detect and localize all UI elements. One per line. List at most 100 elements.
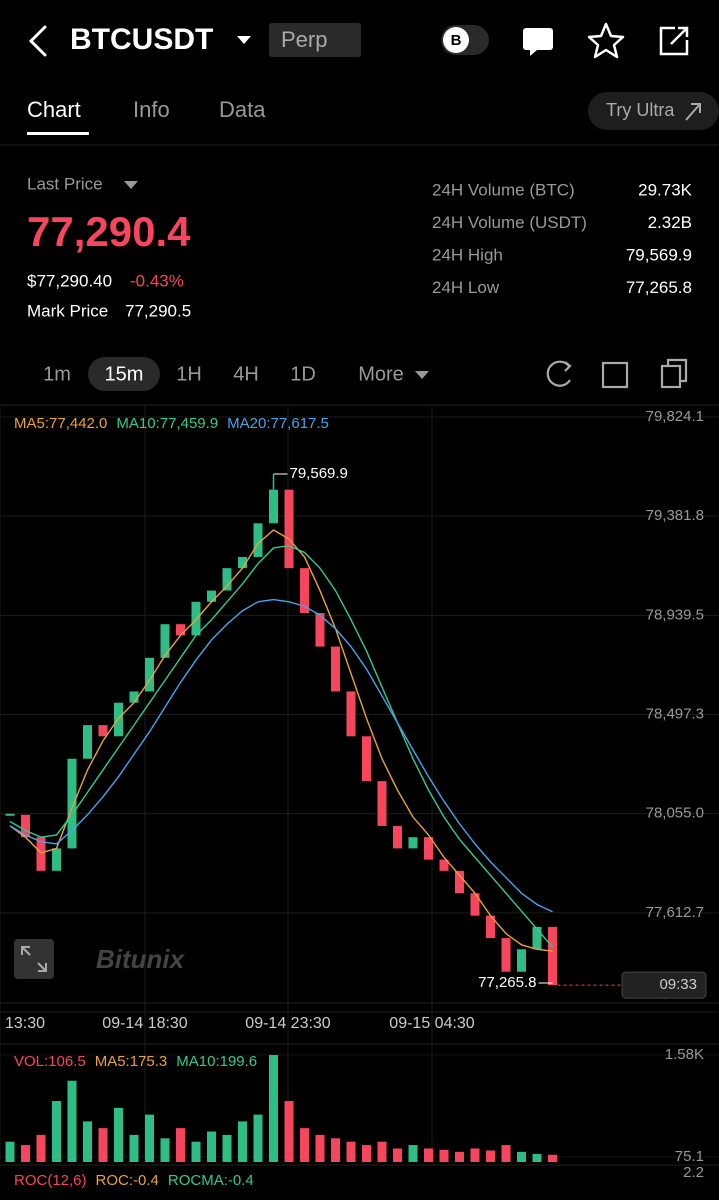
- candle: [160, 624, 170, 658]
- interval[interactable]: 1D: [290, 363, 316, 385]
- candle: [36, 837, 46, 871]
- ma-line: [9, 529, 553, 952]
- volume-bar: [114, 1107, 123, 1162]
- volume-bar: [439, 1149, 449, 1162]
- volume-bar: [455, 1151, 464, 1162]
- candle: [439, 859, 449, 871]
- volume-bar: [129, 1134, 139, 1162]
- symbol-dropdown[interactable]: [237, 36, 251, 44]
- x-tick-label: 09-15 04:30: [389, 1015, 475, 1032]
- market-badge[interactable]: [269, 23, 361, 57]
- candle: [548, 926, 557, 986]
- candle: [517, 949, 526, 972]
- y-tick-label: 78,939.5: [646, 606, 704, 623]
- volume-bar: [176, 1128, 185, 1162]
- roc-tick-label: 2.2: [683, 1164, 704, 1181]
- interval[interactable]: 15m: [105, 363, 144, 385]
- toggle-icon: B: [451, 32, 462, 49]
- interval[interactable]: 1H: [176, 363, 202, 385]
- candle: [5, 813, 15, 816]
- candles: [5, 489, 557, 986]
- countdown: 09:33: [659, 976, 697, 993]
- back-icon[interactable]: [28, 25, 47, 57]
- chat-icon[interactable]: [523, 28, 553, 50]
- stat-label: 24H Volume (USDT): [432, 213, 587, 232]
- last-price-label: Last Price: [27, 174, 103, 193]
- refresh-icon[interactable]: [546, 360, 572, 387]
- y-tick-label: 79,381.8: [646, 507, 704, 524]
- volume-bar: [36, 1134, 46, 1162]
- tab[interactable]: Chart: [27, 97, 81, 122]
- candle: [129, 691, 139, 703]
- interval[interactable]: 4H: [233, 363, 259, 385]
- volume-bar: [145, 1114, 154, 1162]
- last-price: 77,290.4: [27, 208, 191, 255]
- candle: [331, 646, 340, 692]
- tab[interactable]: Data: [219, 97, 266, 122]
- tab[interactable]: Info: [133, 97, 170, 122]
- volume-bar: [207, 1131, 216, 1162]
- legend-entry: MA10:77,459.9: [116, 415, 218, 432]
- volume-tick-label: 1.58K: [665, 1046, 704, 1063]
- stat-value: 77,265.8: [626, 278, 692, 297]
- volume-bar: [191, 1141, 201, 1162]
- price-dropdown[interactable]: [124, 181, 138, 189]
- stats: 24H Volume (BTC) 29.73K 24H Volume (USDT) 2…: [432, 180, 693, 297]
- candle: [346, 691, 356, 737]
- stat-label: 24H Low: [432, 278, 500, 297]
- candle: [238, 556, 247, 569]
- candle: [207, 590, 216, 602]
- candle: [67, 758, 77, 849]
- arrow-icon: [685, 103, 701, 121]
- y-tick-label: 79,824.1: [646, 408, 704, 425]
- volume-bar: [517, 1151, 526, 1162]
- copy-icon[interactable]: [660, 364, 682, 389]
- volume-bar: [408, 1145, 418, 1162]
- volume-bar: [21, 1145, 30, 1162]
- legend-entry: MA5:77,442.0: [14, 415, 107, 432]
- volume-bar: [393, 1148, 402, 1162]
- volume-bar: [238, 1121, 247, 1162]
- roc-legend: ROC:-0.4: [96, 1172, 159, 1189]
- layout-icon[interactable]: [601, 361, 629, 389]
- volume-bar: [424, 1148, 433, 1162]
- usd-price: $77,290.40: [27, 271, 112, 290]
- candle: [455, 870, 464, 894]
- candle: [222, 568, 232, 591]
- share-icon[interactable]: [659, 26, 689, 56]
- fullscreen-button[interactable]: [14, 939, 54, 979]
- interval[interactable]: 1m: [43, 363, 71, 385]
- volume-bar: [300, 1128, 309, 1162]
- volume-bar: [67, 1080, 77, 1162]
- chat-icon-tail: [530, 50, 537, 56]
- candle: [176, 624, 185, 636]
- legend-entry: MA20:77,617.5: [227, 415, 329, 432]
- symbol[interactable]: BTCUSDT: [70, 23, 213, 56]
- volume-bar: [222, 1134, 232, 1162]
- x-tick-label: 13:30: [5, 1015, 45, 1032]
- roc-legend: ROCMA:-0.4: [168, 1172, 254, 1189]
- candle: [362, 736, 371, 782]
- try-ultra-label: Try Ultra: [606, 100, 675, 120]
- roc-legend: ROC(12,6): [14, 1172, 87, 1189]
- star-icon[interactable]: [587, 22, 625, 59]
- high-label: 79,569.9: [290, 465, 348, 482]
- volume-legend: VOL:106.5: [14, 1053, 86, 1070]
- price-change: -0.43%: [130, 271, 184, 290]
- low-label: 77,265.8: [478, 974, 536, 991]
- tab-indicator: [27, 132, 89, 135]
- candle: [269, 489, 278, 524]
- mark-price: 77,290.5: [125, 301, 191, 320]
- y-tick-label: 78,055.0: [646, 805, 704, 822]
- x-tick-label: 09-14 23:30: [245, 1015, 331, 1032]
- stat-value: 79,569.9: [626, 245, 692, 264]
- try-ultra-button[interactable]: [588, 92, 719, 130]
- candle: [145, 657, 154, 692]
- candle: [253, 523, 263, 557]
- volume-bar: [315, 1134, 325, 1162]
- volume-bar: [377, 1141, 387, 1162]
- candle: [393, 825, 402, 849]
- interval[interactable]: More: [358, 363, 404, 385]
- interval-selected: [88, 357, 160, 391]
